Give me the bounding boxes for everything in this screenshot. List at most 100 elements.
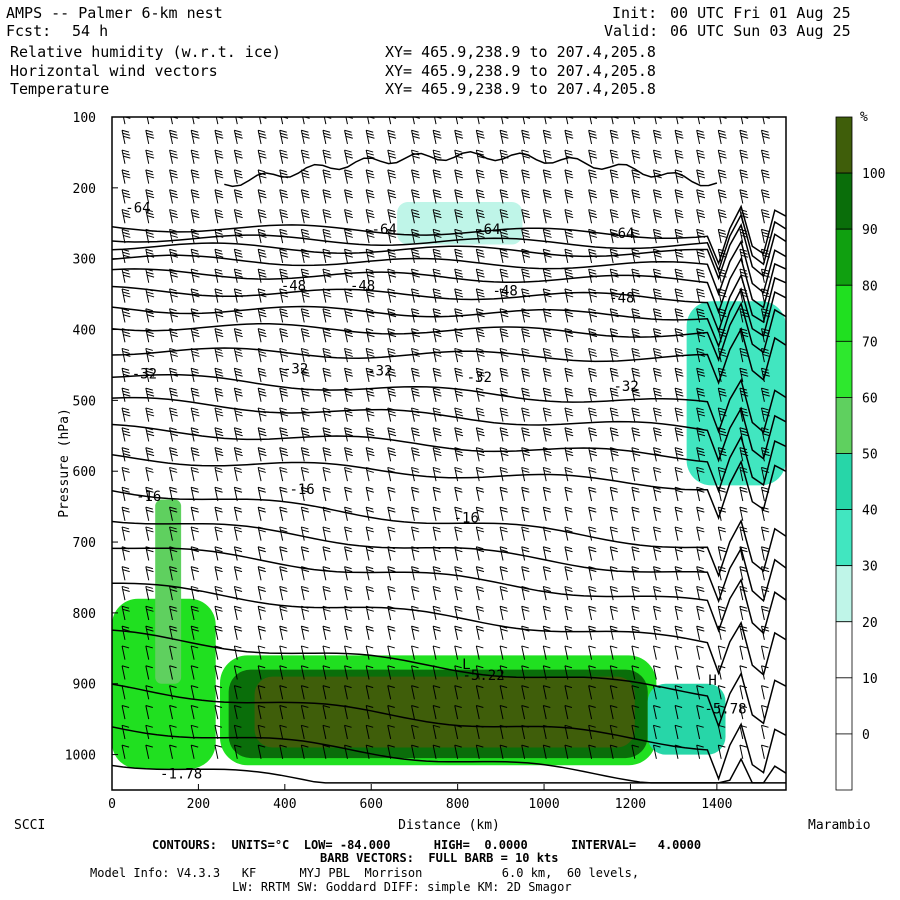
wind-barb-flag: [146, 334, 155, 338]
wind-barb-flag: [543, 407, 551, 411]
wind-barb: [300, 130, 305, 145]
wind-barb-flag: [122, 509, 130, 513]
wind-barb: [454, 189, 459, 204]
wind-barb-flag: [455, 135, 464, 139]
wind-barb-flag: [543, 149, 551, 153]
wind-barb: [322, 487, 327, 502]
wind-barb-flag: [501, 274, 509, 278]
wind-barb-flag: [434, 135, 442, 139]
wind-barb: [387, 328, 392, 343]
wind-barb-flag: [301, 744, 309, 748]
wind-barb-flag: [501, 113, 508, 115]
wind-barb-flag: [610, 566, 618, 570]
wind-barb-flag: [632, 291, 640, 295]
wind-barb-flag: [279, 169, 287, 173]
wind-barb: [411, 189, 415, 204]
wind-barb-flag: [234, 328, 242, 332]
wind-barb-flag: [499, 347, 508, 351]
wind-barb-flag: [676, 433, 684, 437]
wind-barb: [717, 606, 722, 621]
wind-barb-flag: [589, 212, 597, 216]
init-label: Init:: [612, 4, 658, 22]
wind-barb-flag: [588, 744, 596, 748]
wind-barb-flag: [589, 314, 598, 318]
wind-barb-flag: [501, 254, 509, 258]
wind-barb-flag: [279, 407, 287, 411]
wind-barb-flag: [674, 189, 683, 193]
wind-barb-flag: [412, 271, 420, 275]
wind-barb-flag: [610, 212, 619, 216]
wind-barb-flag: [323, 192, 331, 196]
wind-barb: [387, 467, 392, 482]
wind-barb: [344, 229, 348, 244]
wind-barb-flag: [367, 113, 374, 115]
wind-barb-flag: [566, 373, 574, 377]
wind-barb: [411, 249, 415, 264]
wind-barb-flag: [191, 172, 199, 176]
wind-barb-flag: [387, 724, 395, 728]
wind-barb-flag: [345, 113, 352, 115]
wind-barb: [652, 487, 657, 502]
wind-barb-flag: [588, 268, 596, 272]
wind-barb-flag: [761, 328, 769, 332]
wind-barb: [300, 209, 305, 224]
wind-barb-flag: [739, 506, 748, 510]
wind-barb-flag: [522, 274, 531, 278]
wind-barb-flag: [676, 234, 684, 238]
wind-barb: [344, 467, 348, 482]
wind-barb-flag: [455, 410, 463, 414]
wind-barb-flag: [611, 113, 618, 115]
wind-barb-flag: [739, 447, 748, 451]
wind-barb-flag: [676, 175, 684, 179]
wind-barb-flag: [697, 469, 705, 473]
wind-barb-flag: [653, 585, 661, 589]
colorbar-label: 50: [862, 448, 878, 463]
wind-barb-flag: [412, 251, 420, 255]
wind-barb-flag: [191, 427, 199, 431]
wind-barb: [145, 546, 150, 561]
wind-barb-flag: [388, 334, 397, 338]
wind-barb-flag: [344, 248, 352, 252]
wind-barb-flag: [215, 172, 223, 176]
wind-barb-flag: [719, 353, 727, 357]
wind-barb-flag: [762, 334, 770, 338]
wind-barb-flag: [565, 192, 573, 196]
wind-barb: [190, 606, 195, 621]
wind-barb: [300, 546, 305, 561]
wind-barb-flag: [476, 390, 485, 394]
wind-barb-flag: [411, 328, 419, 332]
wind-barb: [717, 268, 722, 283]
wind-barb-flag: [145, 744, 153, 748]
wind-barb-flag: [501, 453, 509, 457]
wind-barb-flag: [631, 367, 640, 371]
wind-barb-flag: [611, 334, 619, 338]
wind-barb-flag: [610, 169, 618, 173]
wind-barb-flag: [279, 149, 287, 153]
wind-barb: [121, 249, 126, 264]
wind-barb-flag: [741, 453, 749, 457]
wind-barb-flag: [169, 447, 177, 451]
wind-barb-flag: [388, 311, 396, 315]
wind-barb: [214, 130, 219, 145]
wind-barb: [387, 229, 392, 244]
wind-barb-flag: [739, 685, 748, 689]
wind-barb: [145, 209, 150, 224]
wind-barb-flag: [279, 665, 287, 669]
wind-barb: [760, 566, 765, 581]
contour-label-14: -16: [289, 482, 314, 498]
wind-barb-flag: [235, 334, 243, 338]
wind-barb-flag: [588, 546, 596, 550]
wind-barb-flag: [589, 132, 597, 136]
wind-barb-flag: [674, 466, 683, 470]
wind-barb-flag: [632, 628, 640, 632]
wind-barb-flag: [258, 110, 265, 112]
wind-barb-flag: [411, 466, 419, 470]
wind-barb-flag: [323, 450, 331, 454]
wind-barb-flag: [739, 308, 748, 312]
wind-barb-flag: [739, 129, 748, 133]
wind-barb-flag: [476, 311, 485, 315]
wind-barb: [542, 387, 547, 402]
wind-barb: [739, 407, 744, 422]
wind-barb-flag: [564, 407, 573, 411]
wind-barb-flag: [432, 328, 441, 332]
